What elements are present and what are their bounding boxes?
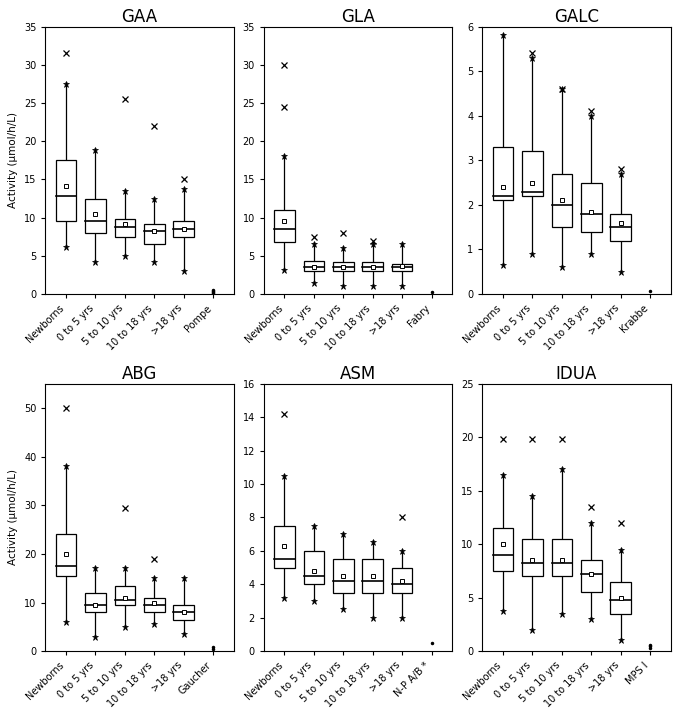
Bar	[304, 551, 324, 584]
Bar	[610, 214, 631, 241]
Bar	[333, 559, 354, 593]
Bar	[56, 161, 76, 222]
Bar	[363, 559, 383, 593]
Bar	[274, 526, 295, 568]
Bar	[581, 183, 602, 232]
Bar	[144, 598, 164, 612]
Bar	[115, 586, 135, 605]
Bar	[173, 222, 194, 237]
Bar	[173, 605, 194, 619]
Bar	[493, 528, 513, 571]
Bar	[85, 199, 106, 233]
Bar	[581, 560, 602, 592]
Bar	[551, 538, 572, 576]
Title: ABG: ABG	[122, 366, 158, 384]
Bar	[551, 174, 572, 227]
Bar	[610, 581, 631, 614]
Bar	[333, 262, 354, 271]
Bar	[274, 210, 295, 242]
Title: ASM: ASM	[340, 366, 376, 384]
Bar	[115, 219, 135, 237]
Bar	[304, 261, 324, 271]
Title: GALC: GALC	[554, 9, 599, 27]
Title: GLA: GLA	[341, 9, 375, 27]
Y-axis label: Activity (μmol/h/L): Activity (μmol/h/L)	[8, 470, 18, 566]
Bar	[144, 224, 164, 244]
Bar	[493, 147, 513, 201]
Bar	[56, 534, 76, 576]
Title: GAA: GAA	[122, 9, 158, 27]
Bar	[522, 151, 543, 196]
Bar	[392, 568, 412, 593]
Title: IDUA: IDUA	[556, 366, 598, 384]
Bar	[392, 264, 412, 271]
Bar	[363, 262, 383, 271]
Bar	[85, 593, 106, 612]
Bar	[522, 538, 543, 576]
Y-axis label: Activity (μmol/h/L): Activity (μmol/h/L)	[8, 113, 18, 209]
